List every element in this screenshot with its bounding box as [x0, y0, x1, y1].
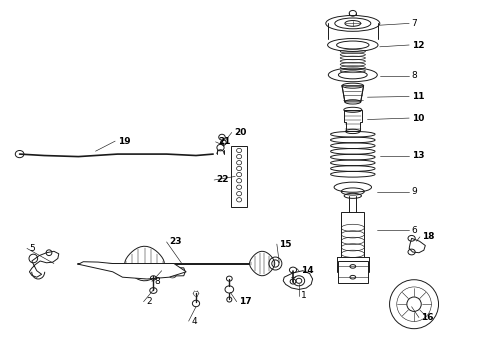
Bar [338, 261, 368, 283]
Bar [341, 212, 365, 257]
Text: 2: 2 [146, 297, 151, 306]
Text: 8: 8 [154, 277, 160, 286]
Text: 6: 6 [412, 226, 417, 235]
Text: 17: 17 [239, 297, 252, 306]
Text: 22: 22 [217, 175, 229, 184]
Polygon shape [78, 262, 186, 279]
Polygon shape [125, 246, 164, 281]
Text: 1: 1 [301, 292, 307, 300]
Text: 20: 20 [234, 128, 246, 137]
Bar [231, 146, 247, 207]
Text: 14: 14 [301, 266, 314, 275]
Text: 13: 13 [412, 151, 424, 160]
Text: 10: 10 [412, 113, 424, 122]
Text: 19: 19 [118, 136, 130, 145]
Polygon shape [249, 251, 275, 276]
Text: 18: 18 [422, 233, 435, 241]
Polygon shape [29, 251, 59, 277]
Polygon shape [344, 110, 362, 131]
Text: 11: 11 [412, 92, 424, 101]
Text: 12: 12 [412, 40, 424, 49]
Text: 15: 15 [279, 240, 292, 248]
Polygon shape [409, 238, 425, 253]
Polygon shape [342, 86, 364, 102]
Text: 4: 4 [191, 317, 196, 325]
Text: 16: 16 [421, 313, 434, 322]
Text: 21: 21 [218, 137, 231, 146]
Text: 8: 8 [412, 71, 417, 80]
Text: 9: 9 [412, 187, 417, 196]
Text: 5: 5 [29, 244, 35, 253]
Polygon shape [283, 271, 313, 289]
Text: 7: 7 [412, 19, 417, 28]
Polygon shape [146, 267, 185, 276]
Text: 23: 23 [169, 238, 182, 246]
